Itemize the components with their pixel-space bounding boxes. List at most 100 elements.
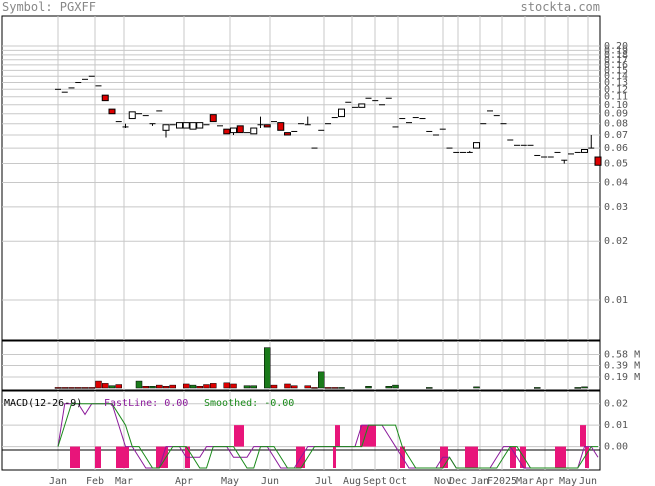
volume-bar: [311, 387, 318, 389]
candle: [257, 116, 264, 129]
volume-bar: [95, 380, 102, 389]
y-tick-label: 0.09: [604, 109, 628, 120]
x-tick-label: Jun: [261, 476, 279, 486]
candle: [230, 127, 237, 136]
candle: [277, 122, 285, 131]
candle: [250, 127, 258, 135]
candle: [122, 123, 129, 129]
candle-body: [263, 124, 271, 128]
volume-bar: [210, 383, 217, 389]
candle: [101, 94, 109, 102]
candle-body: [594, 156, 602, 166]
volume-bar: [250, 385, 257, 389]
volume-bar: [196, 386, 203, 389]
site-name[interactable]: stockta.com: [520, 0, 600, 14]
macd-hist-bar: [360, 425, 376, 447]
y-tick-label: 0.03: [604, 202, 628, 213]
volume-bar: [108, 385, 116, 389]
macd-legend-item: FastLine: 0.00: [104, 398, 188, 409]
x-tick-label: Nov: [434, 476, 452, 486]
candle: [284, 132, 291, 136]
y-tick-label: 0.05: [604, 159, 628, 170]
volume-bar: [338, 387, 345, 389]
y-tick-label: 0.16: [604, 60, 628, 71]
y-tick-label: 0.13: [604, 78, 628, 89]
candle-body: [196, 122, 204, 129]
volume-bar: [189, 384, 197, 389]
y-tick-label: 0.07: [604, 130, 628, 141]
candle: [176, 122, 183, 129]
volume-bar: [426, 387, 433, 389]
candle: [594, 156, 602, 166]
x-tick-label: May: [559, 476, 577, 486]
volume-tick-label: 0.39 M: [604, 361, 640, 372]
macd-line-smoothed: [57, 403, 598, 469]
candle: [338, 108, 345, 118]
candle: [209, 114, 217, 123]
candle-body: [230, 127, 237, 134]
volume-bar: [284, 383, 291, 389]
y-tick-label: 0.17: [604, 55, 628, 66]
y-tick-label: 0.04: [604, 177, 628, 188]
candle: [223, 128, 231, 135]
macd-hist-bar: [70, 446, 80, 468]
candle: [189, 122, 197, 130]
macd-hist-bar: [95, 446, 101, 468]
candle: [128, 111, 136, 120]
macd-legend-item: Smoothed: -0.00: [204, 398, 294, 409]
y-tick-label: 0.14: [604, 71, 628, 82]
macd-hist-bar: [333, 446, 336, 468]
candle-body: [284, 132, 291, 136]
volume-bar: [230, 383, 237, 389]
candle: [236, 125, 244, 134]
candle-body: [236, 125, 244, 134]
volume-bar: [142, 386, 149, 389]
y-tick-label: 0.01: [604, 295, 628, 306]
macd-hist-bar: [156, 446, 168, 468]
x-tick-label: Apr: [175, 476, 193, 486]
volume-tick-label: 0.19 M: [604, 372, 640, 383]
x-tick-label: Jul: [315, 476, 333, 486]
volume-bar: [75, 387, 82, 389]
x-tick-label: Mar: [516, 476, 534, 486]
volume-bar: [331, 387, 338, 389]
macd-hist-bar: [580, 425, 586, 447]
y-tick-label: 0.02: [604, 236, 628, 247]
y-tick-label: 0.11: [604, 92, 628, 103]
y-tick-label: 0.20: [604, 41, 628, 52]
macd-hist-bar: [234, 425, 244, 447]
candle: [588, 135, 595, 149]
candle: [561, 159, 568, 164]
volume-bar: [149, 386, 156, 389]
volume-bar: [102, 383, 109, 389]
volume-bar: [392, 384, 399, 389]
volume-bar: [304, 385, 311, 389]
x-tick-label: Jan: [471, 476, 489, 486]
y-tick-label: 0.18: [604, 50, 628, 61]
candle-body: [358, 103, 366, 108]
volume-bar: [264, 347, 271, 389]
volume-bar: [54, 387, 62, 389]
candle-body: [473, 142, 480, 149]
volume-bar: [385, 386, 392, 389]
candle: [196, 122, 204, 129]
candle: [149, 123, 156, 126]
volume-bar: [61, 387, 68, 389]
macd-hist-bar: [520, 446, 526, 468]
volume-bar: [534, 387, 541, 389]
candle: [108, 108, 116, 115]
volume-bar: [243, 385, 251, 389]
candle-body: [101, 94, 109, 102]
volume-bar: [203, 384, 210, 389]
volume-bar: [365, 386, 372, 389]
candle-body: [581, 149, 588, 153]
x-tick-label: Feb: [86, 476, 104, 486]
candle-body: [162, 124, 170, 131]
y-tick-label: 0.06: [604, 143, 628, 154]
macd-hist-bar: [335, 425, 340, 447]
candle: [304, 116, 311, 126]
candle-body: [108, 108, 116, 115]
x-tick-label: May: [221, 476, 239, 486]
volume-bar: [581, 386, 588, 389]
candle-body: [250, 127, 258, 135]
